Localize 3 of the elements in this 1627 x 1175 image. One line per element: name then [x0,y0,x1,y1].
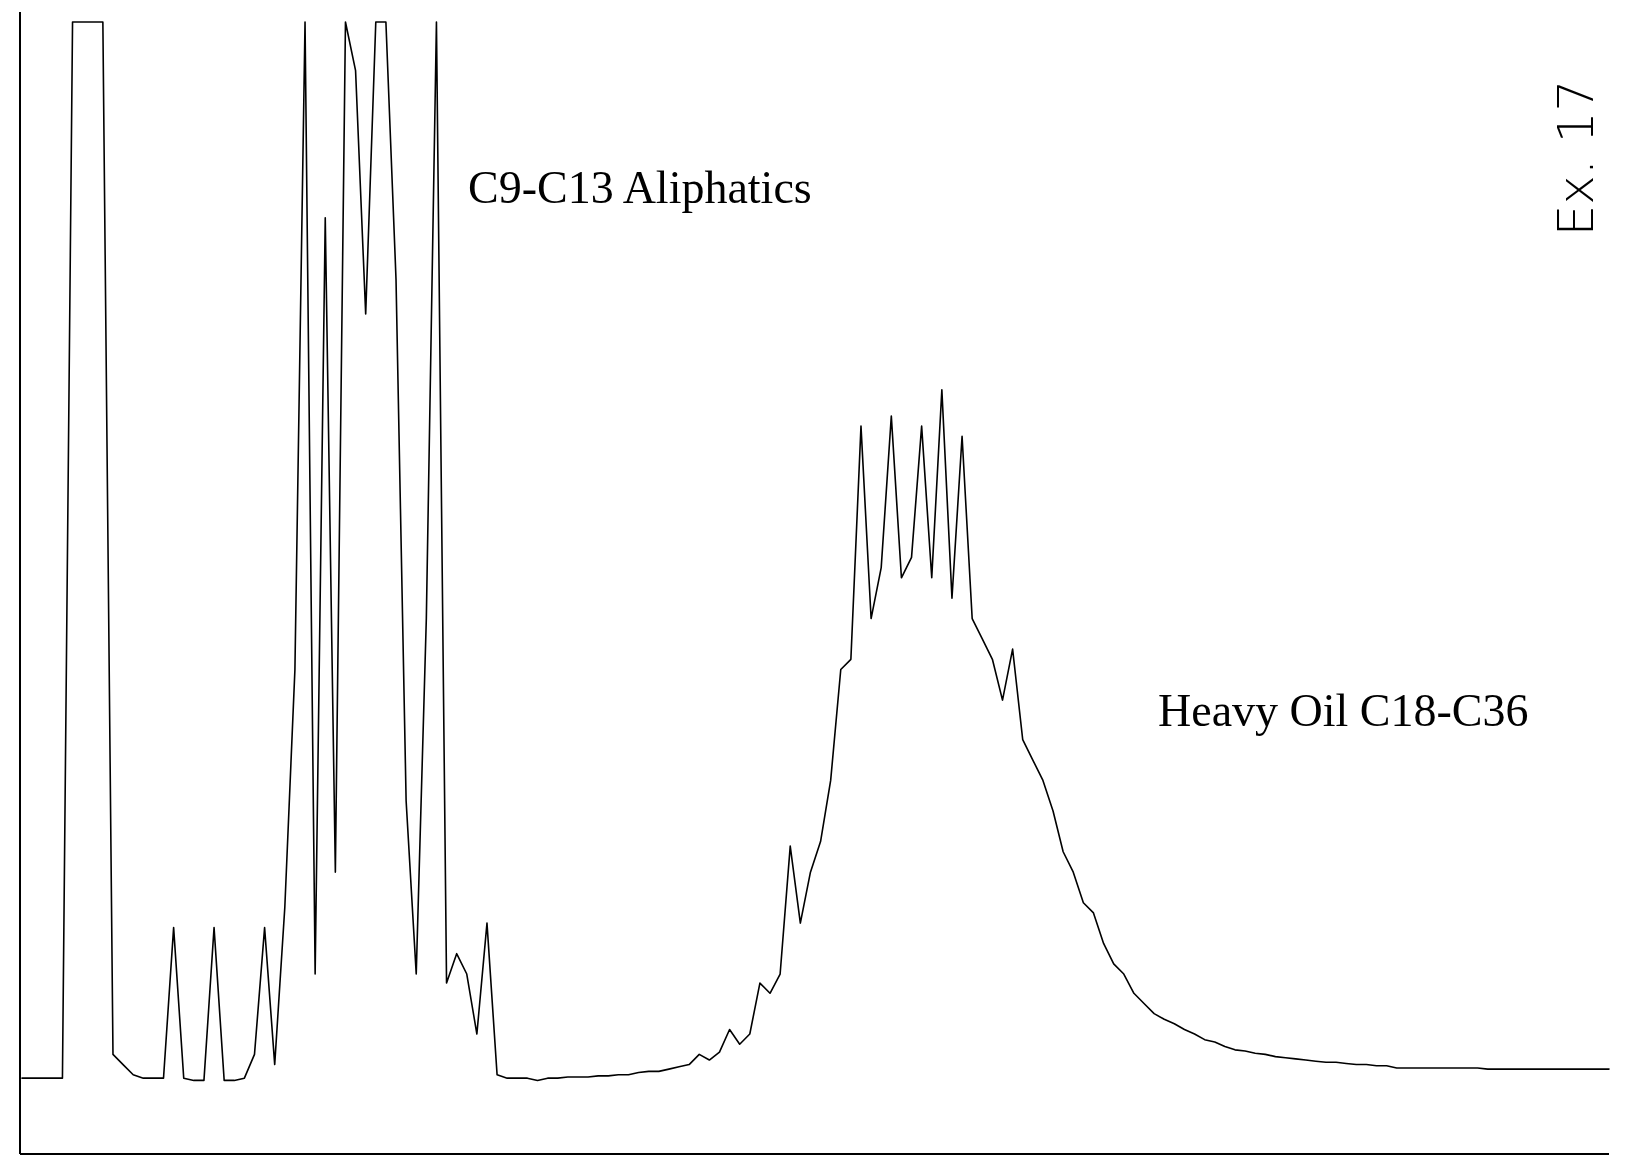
annotation: Ex. 17 [1547,79,1605,237]
annotation: C9-C13 Aliphatics [468,162,812,213]
annotation: Heavy Oil C18-C36 [1158,685,1529,736]
